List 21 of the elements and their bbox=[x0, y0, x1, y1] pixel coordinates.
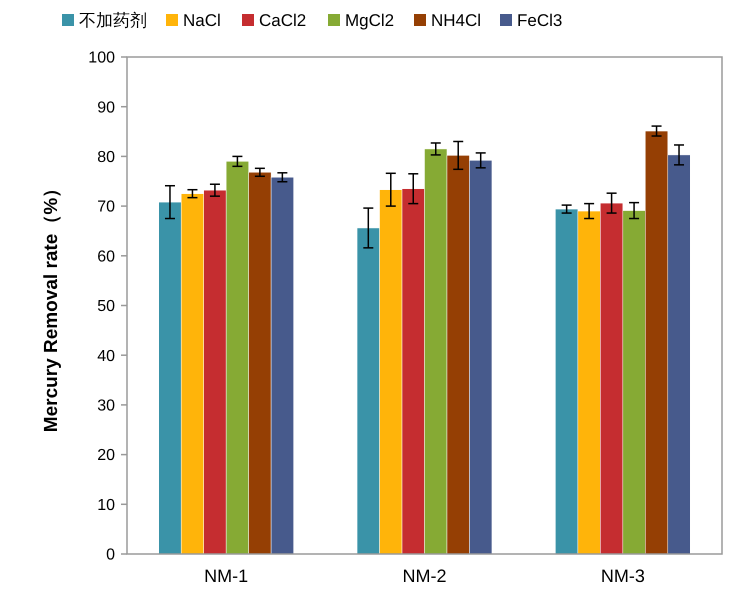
y-tick-label: 70 bbox=[97, 198, 116, 216]
legend-label: NH4Cl bbox=[431, 11, 482, 30]
x-tick-label: NM-1 bbox=[204, 566, 248, 586]
y-tick-label: 40 bbox=[97, 348, 116, 365]
y-tick-label: 20 bbox=[97, 447, 116, 464]
y-axis-title: Mercury Removal rate（%） bbox=[41, 178, 62, 432]
y-tick-label: 10 bbox=[97, 496, 116, 514]
y-tick-label: 80 bbox=[97, 149, 116, 166]
legend-label: NaCl bbox=[183, 11, 221, 30]
legend-label: MgCl2 bbox=[345, 11, 394, 30]
y-tick-label: 50 bbox=[97, 298, 116, 316]
y-tick-label: 90 bbox=[97, 99, 116, 116]
y-tick-label: 0 bbox=[106, 546, 116, 564]
legend-label: 不加药剂 bbox=[79, 11, 147, 30]
legend-label: CaCl2 bbox=[259, 11, 306, 30]
x-tick-label: NM-2 bbox=[402, 566, 446, 586]
legend-label: FeCl3 bbox=[517, 11, 562, 30]
y-tick-label: 100 bbox=[88, 50, 116, 67]
x-tick-label: NM-3 bbox=[600, 566, 645, 586]
y-tick-label: 60 bbox=[97, 248, 116, 266]
y-tick-label: 30 bbox=[97, 398, 116, 414]
